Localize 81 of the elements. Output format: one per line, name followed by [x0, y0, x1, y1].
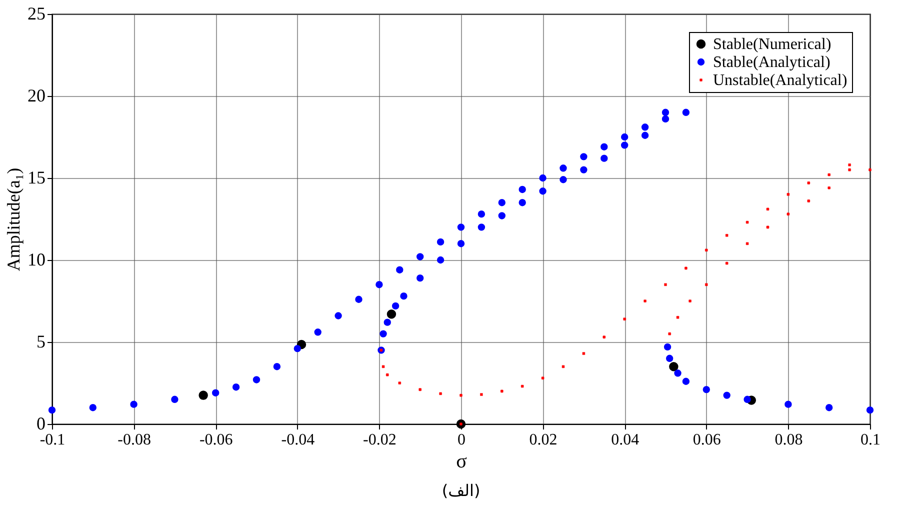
point	[560, 164, 567, 172]
point	[580, 166, 588, 174]
x-tick-label: 0.06	[692, 432, 721, 448]
point	[294, 344, 301, 352]
point	[89, 404, 96, 412]
point	[560, 176, 567, 184]
text: (الف)	[442, 481, 480, 500]
point	[580, 153, 588, 160]
point	[518, 199, 526, 206]
point	[744, 396, 751, 403]
point	[252, 376, 260, 384]
point	[380, 330, 387, 338]
point	[457, 224, 465, 231]
point	[334, 312, 342, 320]
point	[392, 302, 400, 310]
point	[396, 266, 404, 274]
x-tick-label: -0.06	[199, 432, 233, 448]
x-tick-label: 0.08	[774, 432, 803, 448]
point	[702, 386, 710, 394]
point	[376, 281, 383, 288]
y-tick-label: 20	[28, 86, 46, 106]
point	[666, 354, 674, 362]
point	[48, 406, 56, 414]
y-tick-label: 15	[28, 168, 46, 188]
x-axis-title: σ	[456, 450, 468, 472]
point	[662, 108, 670, 116]
point	[682, 378, 690, 385]
x-tick-label: -0.02	[363, 432, 396, 448]
y-axis-title: Amplitude(a₁)	[4, 168, 24, 272]
point	[674, 370, 682, 377]
point	[826, 404, 833, 412]
y-tick-label: 25	[28, 4, 46, 24]
point	[273, 363, 281, 370]
point	[355, 296, 362, 303]
y-tick-label: 10	[28, 250, 46, 270]
point	[866, 406, 874, 414]
x-tick-label: 0	[458, 432, 466, 448]
y-tick-label: 0	[36, 414, 46, 434]
legend-label: Stable(Numerical)	[713, 36, 832, 53]
point	[682, 108, 690, 116]
x-tick-label: 0.1	[860, 432, 880, 448]
point	[130, 400, 138, 408]
point	[662, 115, 670, 123]
point	[478, 224, 486, 231]
point	[314, 328, 322, 336]
legend-label: Unstable(Analytical)	[713, 72, 848, 89]
point	[416, 253, 424, 260]
point	[478, 210, 486, 218]
y-tick-label: 5	[36, 332, 46, 352]
x-tick-label: -0.08	[118, 432, 151, 448]
point	[641, 132, 649, 139]
point	[384, 318, 391, 326]
point	[669, 362, 678, 372]
point	[198, 390, 208, 400]
point	[436, 256, 444, 264]
point	[498, 212, 506, 220]
x-tick-label: 0.04	[611, 432, 640, 448]
point	[664, 343, 672, 351]
point	[212, 389, 220, 396]
point	[386, 310, 396, 319]
point	[621, 142, 628, 149]
point	[723, 392, 730, 399]
x-tick-label: -0.04	[281, 432, 315, 448]
point	[171, 396, 178, 403]
point	[641, 124, 649, 131]
legend-label: Stable(Analytical)	[713, 54, 830, 71]
point	[498, 199, 506, 206]
point	[600, 143, 608, 150]
point	[600, 154, 608, 162]
point	[539, 188, 546, 195]
x-tick-label: -0.1	[40, 432, 66, 448]
point	[784, 400, 792, 408]
point	[621, 133, 628, 141]
point	[436, 238, 444, 246]
x-tick-label: 0.02	[529, 432, 558, 448]
point	[518, 186, 526, 194]
point	[539, 174, 546, 182]
point	[400, 292, 408, 300]
point	[232, 384, 240, 391]
point	[416, 274, 424, 282]
point	[457, 240, 465, 248]
